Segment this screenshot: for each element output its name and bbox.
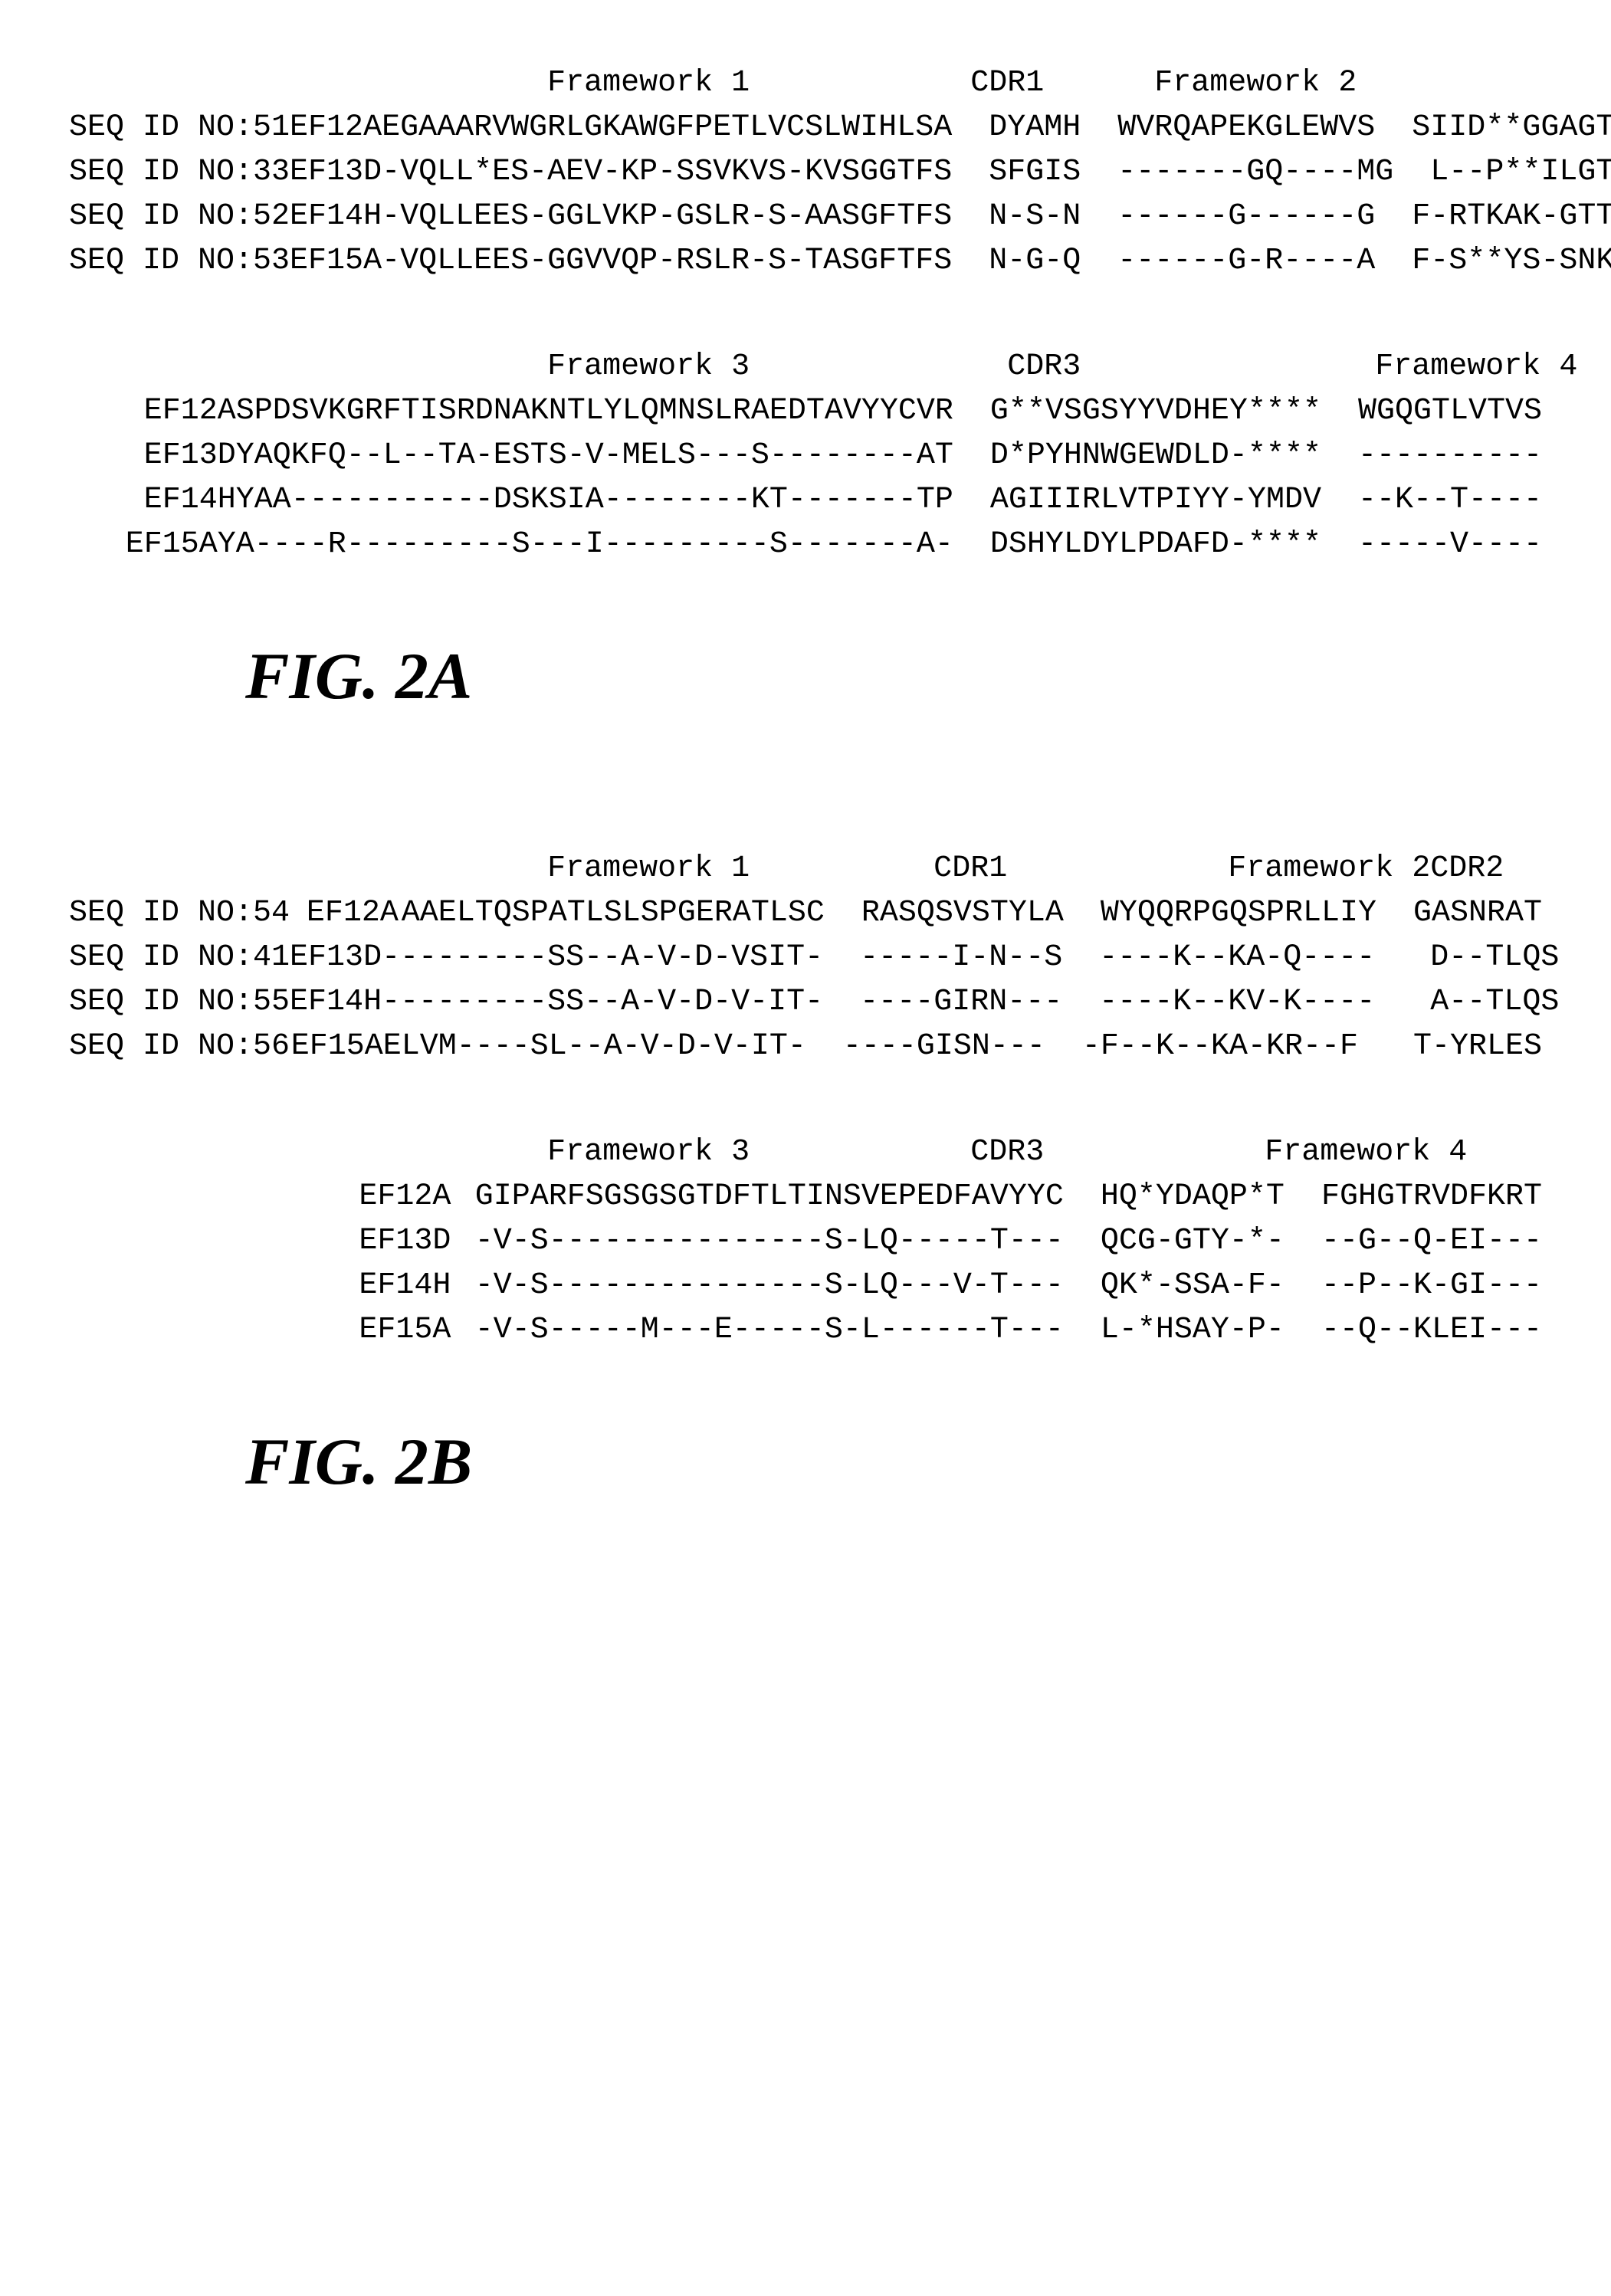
alignment-row: EF13D-V-S---------------S-LQ-----T--- QC… <box>69 1219 1542 1264</box>
header-text: Framework 1 CDR1 Framework 2CDR2 <box>69 847 1504 891</box>
figure-label: FIG. 2A <box>245 628 1542 724</box>
sequence-text: -VQLL*ES-AEV-KP-SSVKVS-KVSGGTFS SFGIS --… <box>382 150 1611 195</box>
sequence-text: ELVM----SL--A-V-D-V-IT- ----GISN--- -F--… <box>383 1025 1542 1069</box>
sequence-name: EF12A <box>290 106 382 150</box>
alignment-block: Framework 3 CDR3 Framework 4EF12AGIPARFS… <box>69 1130 1542 1353</box>
sequence-text: YAQKFQ--L--TA-ESTS-V-MELS---S--------AT … <box>236 434 1542 478</box>
sequence-name: EF15A <box>359 1308 474 1353</box>
sequence-name: EF15A <box>291 1025 383 1069</box>
sequence-name: EF13D <box>290 150 382 195</box>
alignment-row: EF12ASPDSVKGRFTISRDNAKNTLYLQMNSLRAEDTAVY… <box>69 389 1542 434</box>
figure: Framework 1 CDR1 Framework 2 CDR2SEQ ID … <box>69 61 1542 724</box>
figure-label: FIG. 2B <box>245 1414 1542 1510</box>
seq-id-label: SEQ ID NO:51 <box>69 106 290 150</box>
sequence-name: EF12A <box>359 1175 474 1219</box>
alignment-row: SEQ ID NO:53EF15A-VQLLEES-GGVVQP-RSLR-S-… <box>69 239 1542 284</box>
alignment-block: Framework 3 CDR3 Framework 4EF12ASPDSVKG… <box>69 345 1542 567</box>
alignment-row: SEQ ID NO:55EF14H---------SS--A-V-D-V-IT… <box>69 980 1542 1025</box>
alignment-row: SEQ ID NO:56EF15AELVM----SL--A-V-D-V-IT-… <box>69 1025 1542 1069</box>
figure: Framework 1 CDR1 Framework 2CDR2SEQ ID N… <box>69 847 1542 1510</box>
header-text: Framework 1 CDR1 Framework 2 CDR2 <box>69 61 1611 106</box>
sequence-name: EF13D <box>290 936 382 980</box>
column-headers: Framework 1 CDR1 Framework 2CDR2 <box>69 847 1542 891</box>
sequence-name: EF14H <box>144 478 236 523</box>
column-headers: Framework 3 CDR3 Framework 4 <box>69 345 1542 389</box>
sequence-text: -V-S-----M---E-----S-L------T--- L-*HSAY… <box>475 1308 1542 1353</box>
sequence-text: ---------SS--A-V-D-V-IT- ----GIRN--- ---… <box>382 980 1559 1025</box>
alignment-row: EF15A-V-S-----M---E-----S-L------T--- L-… <box>69 1308 1542 1353</box>
sequence-text: GIPARFSGSGSGTDFTLTINSVEPEDFAVYYC HQ*YDAQ… <box>475 1175 1542 1219</box>
sequence-name: EF12A <box>307 891 402 936</box>
sequence-name: EF15A <box>290 239 382 284</box>
alignment-row: EF14H-V-S---------------S-LQ---V-T--- QK… <box>69 1264 1542 1308</box>
alignment-row: SEQ ID NO:41EF13D---------SS--A-V-D-VSIT… <box>69 936 1542 980</box>
header-text: Framework 3 CDR3 Framework 4 <box>69 345 1577 389</box>
header-text: Framework 3 CDR3 Framework 4 <box>69 1130 1467 1175</box>
sequence-text: -VQLLEES-GGLVKP-GSLR-S-AASGFTFS N-S-N --… <box>382 195 1611 239</box>
alignment-row: SEQ ID NO:33EF13D-VQLL*ES-AEV-KP-SSVKVS-… <box>69 150 1542 195</box>
sequence-name: EF14H <box>290 195 382 239</box>
sequence-name: EF14H <box>290 980 382 1025</box>
seq-id-label: SEQ ID NO:53 <box>69 239 290 284</box>
alignment-row: SEQ ID NO:51EF12AEGAAARVWGRLGKAWGFPETLVC… <box>69 106 1542 150</box>
alignment-block: Framework 1 CDR1 Framework 2 CDR2SEQ ID … <box>69 61 1542 284</box>
sequence-name: EF13D <box>359 1219 474 1264</box>
seq-id-label: SEQ ID NO:54 <box>69 891 307 936</box>
alignment-block: Framework 1 CDR1 Framework 2CDR2SEQ ID N… <box>69 847 1542 1069</box>
alignment-row: EF12AGIPARFSGSGSGTDFTLTINSVEPEDFAVYYC HQ… <box>69 1175 1542 1219</box>
alignment-row: SEQ ID NO:52EF14H-VQLLEES-GGLVKP-GSLR-S-… <box>69 195 1542 239</box>
alignment-row: EF13DYAQKFQ--L--TA-ESTS-V-MELS---S------… <box>69 434 1542 478</box>
alignment-row: EF14HYAA-----------DSKSIA--------KT-----… <box>69 478 1542 523</box>
column-headers: Framework 1 CDR1 Framework 2 CDR2 <box>69 61 1542 106</box>
sequence-text: AAELTQSPATLSLSPGERATLSC RASQSVSTYLA WYQQ… <box>402 891 1542 936</box>
seq-id-label: SEQ ID NO:33 <box>69 150 290 195</box>
sequence-text: YA----R---------S---I---------S-------A-… <box>218 523 1542 567</box>
sequence-text: -V-S---------------S-LQ---V-T--- QK*-SSA… <box>475 1264 1542 1308</box>
sequence-text: -V-S---------------S-LQ-----T--- QCG-GTY… <box>475 1219 1542 1264</box>
seq-id-label: SEQ ID NO:41 <box>69 936 290 980</box>
sequence-text: -VQLLEES-GGVVQP-RSLR-S-TASGFTFS N-G-Q --… <box>382 239 1611 284</box>
alignment-row: SEQ ID NO:54EF12AAAELTQSPATLSLSPGERATLSC… <box>69 891 1542 936</box>
sequence-name: EF12A <box>144 389 236 434</box>
sequence-name: EF13D <box>144 434 236 478</box>
sequence-text: ---------SS--A-V-D-VSIT- -----I-N--S ---… <box>382 936 1559 980</box>
sequence-name: EF14H <box>359 1264 474 1308</box>
sequence-text: SPDSVKGRFTISRDNAKNTLYLQMNSLRAEDTAVYYCVR … <box>236 389 1542 434</box>
seq-id-label: SEQ ID NO:55 <box>69 980 290 1025</box>
column-headers: Framework 3 CDR3 Framework 4 <box>69 1130 1542 1175</box>
sequence-name: EF15A <box>126 523 218 567</box>
sequence-text: EGAAARVWGRLGKAWGFPETLVCSLWIHLSA DYAMH WV… <box>382 106 1611 150</box>
sequence-text: YAA-----------DSKSIA--------KT-------TP … <box>236 478 1542 523</box>
seq-id-label: SEQ ID NO:52 <box>69 195 290 239</box>
seq-id-label: SEQ ID NO:56 <box>69 1025 291 1069</box>
alignment-row: EF15AYA----R---------S---I---------S----… <box>69 523 1542 567</box>
